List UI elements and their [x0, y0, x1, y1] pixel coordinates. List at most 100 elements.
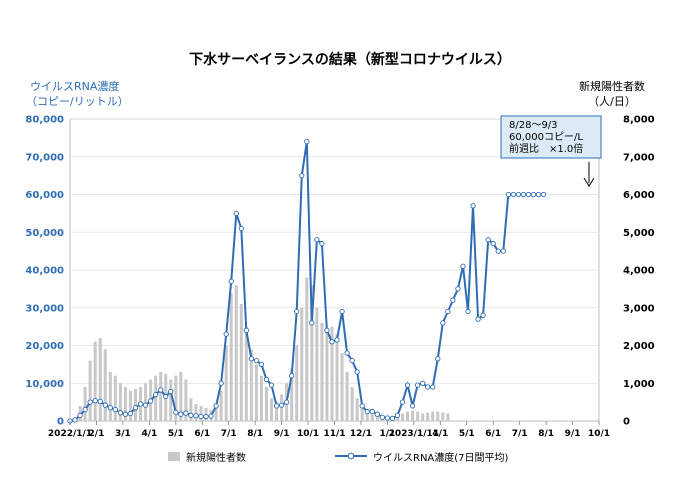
y-tick-right: 1,000 [623, 379, 655, 390]
cases-bar [395, 415, 399, 421]
cases-bar [320, 322, 324, 421]
rna-point [480, 312, 486, 318]
x-tick-label: 6/1 [485, 429, 501, 439]
rna-point [208, 413, 214, 419]
rna-point [248, 356, 255, 362]
y-tick-right: 5,000 [623, 228, 655, 239]
cases-bar [305, 277, 309, 421]
rna-point [540, 191, 547, 198]
cases-bar [88, 360, 92, 421]
y-tick-left: 20,000 [25, 341, 64, 352]
rna-point [198, 413, 204, 420]
cases-bar [159, 371, 163, 421]
rna-point [314, 237, 320, 243]
y-tick-right: 3,000 [623, 303, 655, 314]
rna-point [163, 393, 169, 400]
cases-bar [118, 383, 122, 421]
rna-point [203, 413, 209, 420]
y-axis-label-left-1: ウイルスRNA濃度 [30, 79, 119, 93]
cases-bar [113, 375, 117, 421]
rna-point [349, 357, 355, 364]
cases-bar [421, 413, 425, 421]
cases-bar [375, 415, 379, 421]
cases-bar [365, 411, 369, 421]
cases-bar [133, 388, 138, 421]
cases-bar [93, 341, 97, 421]
cases-bar [310, 285, 314, 421]
cases-bar [214, 405, 218, 421]
cases-bar [270, 398, 274, 421]
rna-point [188, 412, 194, 418]
rna-point [223, 331, 229, 337]
rna-point [233, 210, 239, 217]
x-tick-label: 9/1 [274, 429, 290, 439]
y-ticks-left: 0 10,000 20,000 30,000 40,000 50,000 60,000 70,… [25, 115, 64, 428]
x-tick-label: 6/1 [194, 429, 210, 439]
x-tick-label: 5/1 [459, 429, 475, 439]
cases-bar [416, 411, 420, 421]
rna-point [460, 263, 466, 269]
y-tick-left: 0 [57, 417, 64, 428]
rna-point [97, 398, 103, 405]
x-tick-label: 10/1 [297, 429, 319, 439]
cases-bar [219, 390, 223, 421]
rna-point [158, 387, 164, 393]
rna-point [183, 410, 189, 416]
cases-bar [154, 375, 158, 421]
rna-point [238, 225, 244, 232]
cases-bar [340, 353, 344, 421]
rna-point [520, 191, 527, 198]
y-tick-right: 0 [623, 417, 630, 428]
cases-bar [295, 345, 299, 421]
rna-point [273, 403, 280, 409]
rna-point [268, 382, 275, 388]
rna-point [530, 191, 537, 198]
rna-point [450, 297, 456, 303]
rna-point [142, 402, 149, 408]
y-axis-label-right-2: （人/日） [588, 95, 636, 108]
x-tick-label: 12/1 [350, 429, 372, 439]
cases-bar [189, 398, 193, 421]
cases-bar [128, 390, 132, 421]
cases-bar [108, 371, 112, 421]
cases-bar [194, 404, 198, 421]
rna-point [339, 308, 345, 315]
rna-point [374, 411, 380, 417]
rna-point [455, 286, 461, 292]
cases-bar [350, 387, 354, 421]
y-tick-left: 40,000 [25, 266, 64, 277]
cases-bar [103, 349, 107, 421]
rna-point [178, 411, 184, 417]
rna-point [510, 191, 517, 198]
cases-bar [83, 387, 87, 421]
cases-bar [123, 387, 127, 421]
annotation-line-3: 前週比 ×1.0倍 [509, 142, 583, 155]
rna-point [72, 417, 78, 423]
rna-point [132, 405, 139, 411]
cases-bar [401, 413, 405, 421]
gridlines [70, 118, 599, 384]
rna-point [258, 361, 265, 368]
cases-bar [179, 371, 183, 421]
cases-bar [355, 398, 359, 421]
cases-bar [315, 307, 319, 421]
rna-point [394, 412, 401, 418]
cases-bar [184, 379, 188, 421]
x-tick-label: 2022/1/1 [48, 429, 92, 439]
rna-point [82, 407, 88, 413]
rna-point [384, 415, 391, 421]
rna-point [379, 414, 386, 420]
y-axis-label-right-1: 新規陽性者数 [579, 79, 645, 93]
rna-point [309, 320, 315, 326]
rna-point [263, 376, 270, 383]
legend-cases-label: 新規陽性者数 [186, 451, 246, 464]
x-tick-label: 3/1 [115, 429, 131, 439]
rna-point [193, 413, 199, 419]
rna-point [525, 191, 532, 198]
y-tick-right: 2,000 [623, 341, 655, 352]
rna-point [228, 278, 234, 284]
rna-point [299, 172, 305, 179]
x-tick-label: 8/1 [247, 429, 263, 439]
